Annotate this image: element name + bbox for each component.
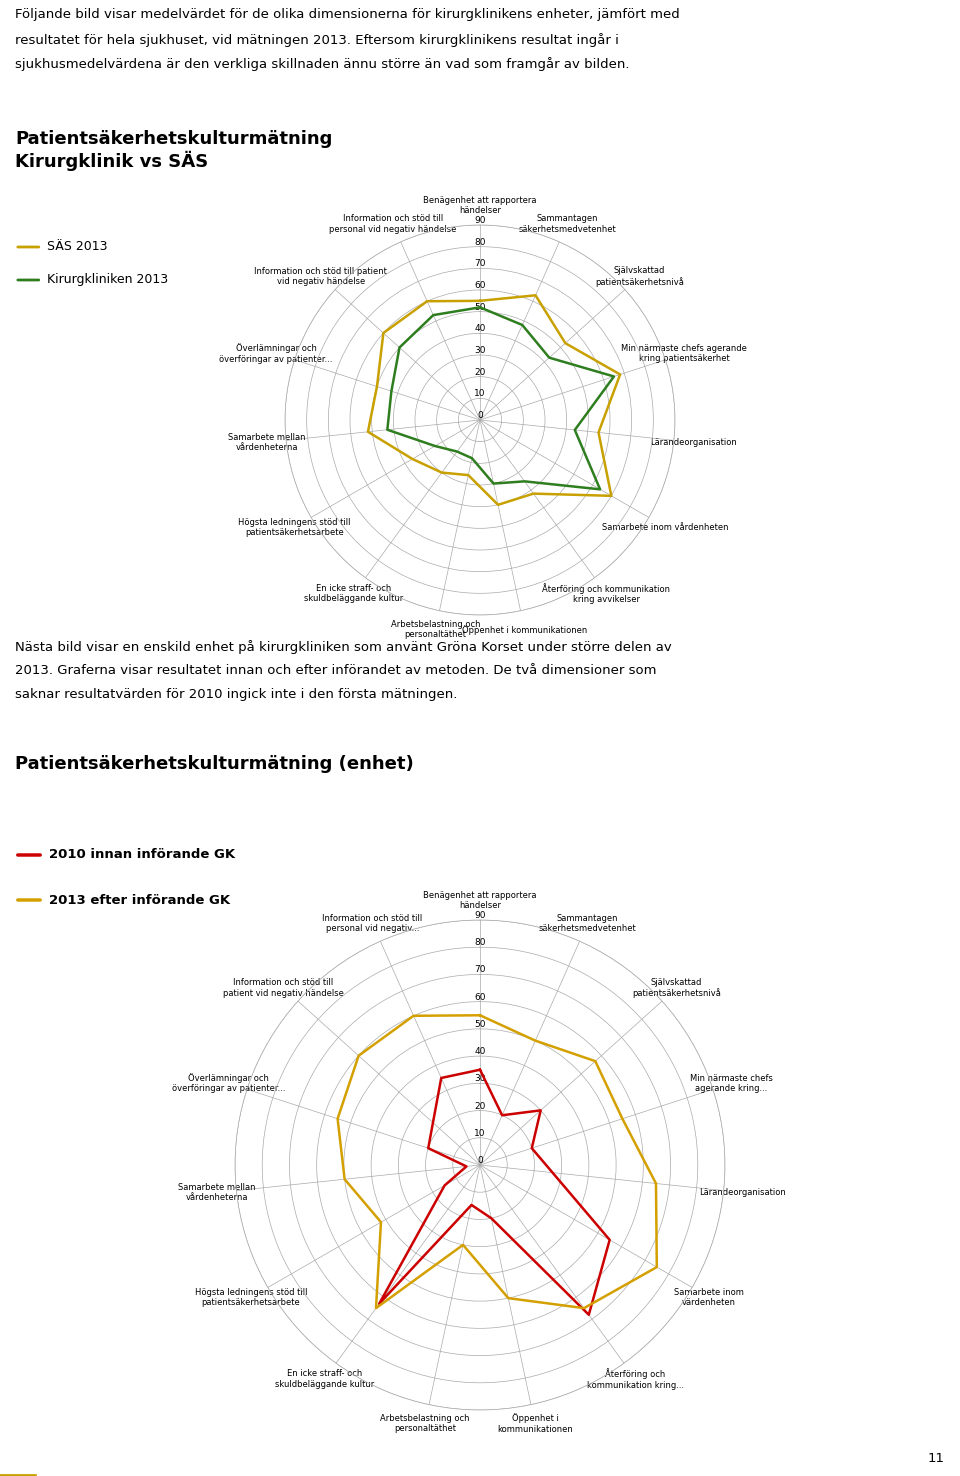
Text: 2013 efter införande GK: 2013 efter införande GK <box>49 893 230 906</box>
Text: saknar resultatvärden för 2010 ingick inte i den första mätningen.: saknar resultatvärden för 2010 ingick in… <box>15 688 457 701</box>
Text: 2013. Graferna visar resultatet innan och efter införandet av metoden. De två di: 2013. Graferna visar resultatet innan oc… <box>15 664 657 677</box>
Text: Kirurgkliniken 2013: Kirurgkliniken 2013 <box>47 273 168 286</box>
Text: resultatet för hela sjukhuset, vid mätningen 2013. Eftersom kirurgklinikens resu: resultatet för hela sjukhuset, vid mätni… <box>15 32 619 47</box>
Text: Patientsäkerhetskulturmätning (enhet): Patientsäkerhetskulturmätning (enhet) <box>15 756 414 773</box>
Text: Patientsäkerhetskulturmätning
Kirurgklinik vs SÄS: Patientsäkerhetskulturmätning Kirurgklin… <box>15 130 332 171</box>
Text: Nästa bild visar en enskild enhet på kirurgkliniken som använt Gröna Korset unde: Nästa bild visar en enskild enhet på kir… <box>15 641 672 654</box>
Text: sjukhusmedelvärdena är den verkliga skillnaden ännu större än vad som framgår av: sjukhusmedelvärdena är den verkliga skil… <box>15 58 630 71</box>
Text: Följande bild visar medelvärdet för de olika dimensionerna för kirurgklinikens e: Följande bild visar medelvärdet för de o… <box>15 7 680 21</box>
Text: SÄS 2013: SÄS 2013 <box>47 241 108 254</box>
Text: 11: 11 <box>928 1452 945 1466</box>
Text: 2010 innan införande GK: 2010 innan införande GK <box>49 849 235 862</box>
